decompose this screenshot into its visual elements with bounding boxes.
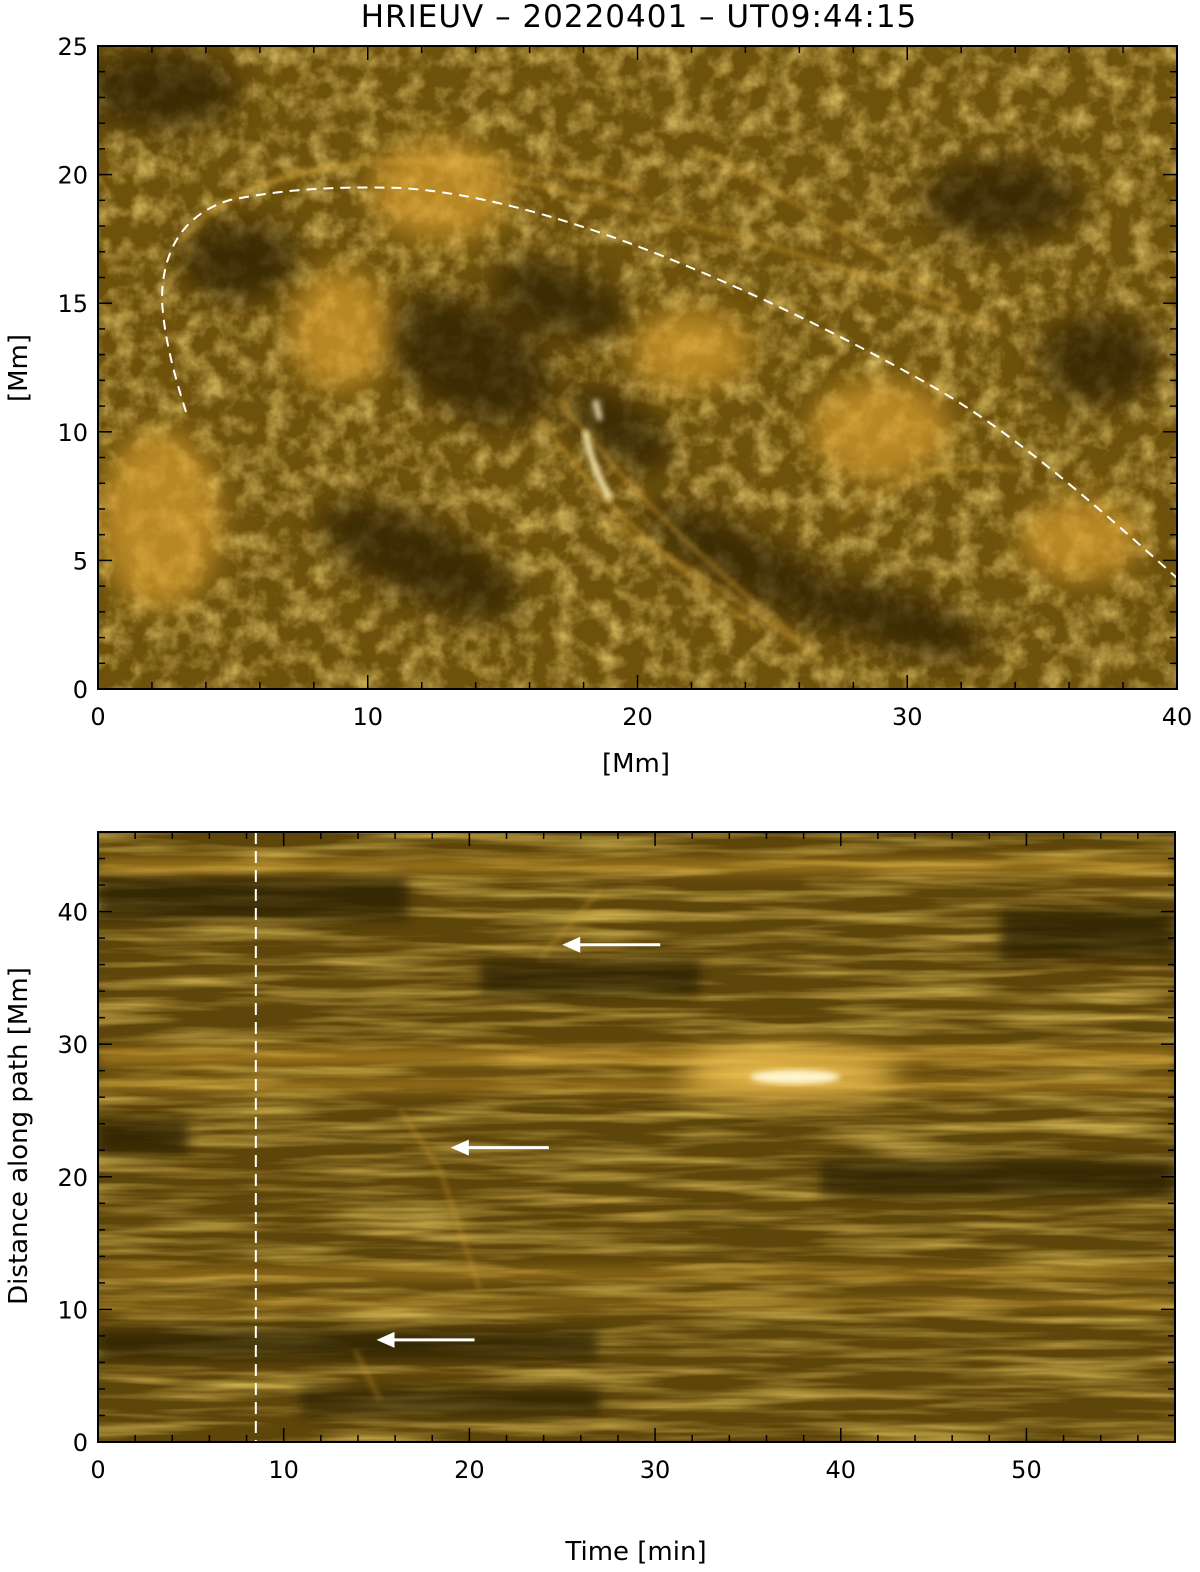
top-panel-y-tick-label: 15 — [57, 290, 88, 318]
top-panel-ticks — [97, 45, 1178, 690]
bottom-panel: 0 10 20 30 40 50 0 10 20 30 40 Time [min] Distance… — [4, 831, 1176, 1567]
arrow-3 — [376, 1331, 475, 1348]
bottom-panel-x-tick-label: 30 — [640, 1456, 671, 1484]
top-panel-x-tick-label: 10 — [352, 703, 383, 731]
bottom-panel-x-tick-label: 20 — [454, 1456, 485, 1484]
top-panel-x-tick-label: 20 — [622, 703, 653, 731]
arrow-2 — [450, 1139, 549, 1156]
bottom-panel-frame — [97, 831, 1176, 1443]
bottom-panel-x-tick-label: 50 — [1011, 1456, 1042, 1484]
top-panel-title: HRIEUV – 20220401 – UT09:44:15 — [361, 0, 918, 35]
bottom-panel-y-tick-label: 10 — [57, 1296, 88, 1324]
top-panel-y-tick-label: 0 — [73, 676, 88, 704]
arrow-1 — [562, 936, 661, 953]
top-panel-xlabel: [Mm] — [602, 749, 670, 779]
bottom-panel-x-tick-label: 0 — [90, 1456, 105, 1484]
bottom-panel-xlabel: Time [min] — [564, 1537, 706, 1567]
top-panel-ylabel: [Mm] — [4, 334, 34, 402]
bottom-panel-y-tick-label: 30 — [57, 1031, 88, 1059]
top-panel-y-tick-label: 25 — [57, 33, 88, 61]
bottom-panel-ticks — [97, 831, 1176, 1443]
time-distance-map — [98, 832, 1175, 1442]
bottom-panel-x-tick-label: 40 — [825, 1456, 856, 1484]
bottom-panel-y-tick-label: 40 — [57, 899, 88, 927]
arrow-head — [562, 936, 581, 953]
arrow-head — [376, 1331, 395, 1348]
bottom-panel-y-tick-label: 0 — [73, 1429, 88, 1457]
path-dashed-line — [160, 186, 1177, 579]
bottom-panel-y-tick-label: 20 — [57, 1164, 88, 1192]
top-panel-x-tick-label: 30 — [892, 703, 923, 731]
top-panel-y-tick-label: 10 — [57, 419, 88, 447]
bottom-panel-x-tick-label: 10 — [268, 1456, 299, 1484]
top-panel: HRIEUV – 20220401 – UT09:44:15 — [4, 0, 1192, 779]
arrows — [376, 936, 661, 1348]
top-panel-y-tick-label: 5 — [73, 547, 88, 575]
euv-image — [98, 46, 1177, 689]
top-panel-y-tick-label: 20 — [57, 162, 88, 190]
top-panel-x-tick-label: 40 — [1162, 703, 1193, 731]
top-panel-x-tick-label: 0 — [90, 703, 105, 731]
top-panel-tick-labels: 0 10 20 30 40 0 5 10 15 20 25 — [57, 33, 1192, 731]
bottom-panel-ylabel: Distance along path [Mm] — [4, 967, 34, 1305]
arrow-head — [450, 1139, 469, 1156]
bottom-panel-tick-labels: 0 10 20 30 40 50 0 10 20 30 40 — [57, 899, 1041, 1484]
